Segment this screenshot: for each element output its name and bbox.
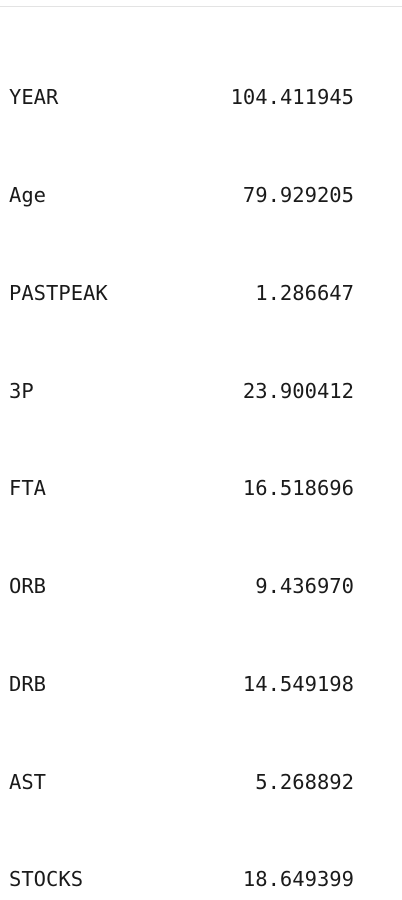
series-value: 14.549198 [242,671,354,696]
series-output: YEAR 104.411945 Age 79.929205 PASTPEAK 1… [9,16,354,900]
series-index-label: Age [9,182,47,207]
series-row: FTA 16.518696 [9,472,354,505]
series-index-label: ORB [9,574,47,599]
series-value: 23.900412 [242,378,354,403]
series-index-label: PASTPEAK [9,280,108,305]
series-value: 18.649399 [242,867,354,892]
cell-top-border [0,0,402,7]
series-row: Age 79.929205 [9,179,354,212]
series-row: PASTPEAK 1.286647 [9,277,354,310]
series-row: YEAR 104.411945 [9,81,354,114]
series-value: 104.411945 [230,85,354,110]
series-value: 5.268892 [255,769,354,794]
series-index-label: DRB [9,671,47,696]
series-row: AST 5.268892 [9,766,354,799]
series-row: 3P 23.900412 [9,375,354,408]
series-row: DRB 14.549198 [9,668,354,701]
series-row: ORB 9.436970 [9,570,354,603]
series-index-label: FTA [9,476,47,501]
series-index-label: STOCKS [9,867,84,892]
series-index-label: AST [9,769,47,794]
series-value: 1.286647 [255,280,354,305]
series-index-label: 3P [9,378,34,403]
series-value: 9.436970 [255,574,354,599]
series-row: STOCKS 18.649399 [9,863,354,896]
series-index-label: YEAR [9,85,59,110]
series-value: 16.518696 [242,476,354,501]
series-value: 79.929205 [242,182,354,207]
